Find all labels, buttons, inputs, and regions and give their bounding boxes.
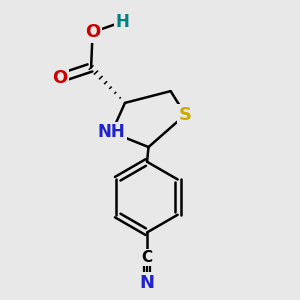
Text: O: O	[85, 23, 100, 41]
Text: O: O	[52, 69, 68, 87]
Text: C: C	[142, 250, 153, 265]
Text: H: H	[115, 13, 129, 31]
Text: NH: NH	[98, 123, 126, 141]
Text: S: S	[179, 106, 192, 124]
Text: N: N	[140, 274, 154, 292]
